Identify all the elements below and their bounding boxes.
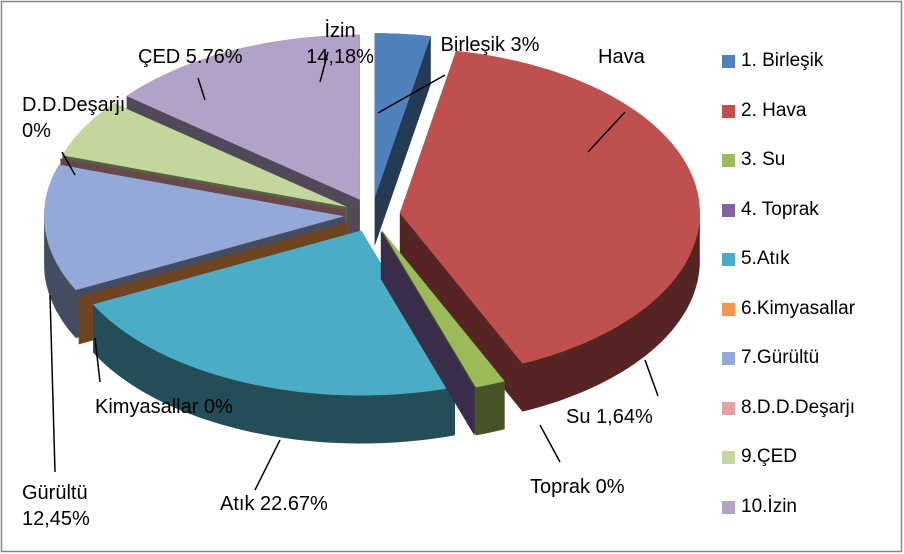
legend-label: 4. Toprak bbox=[741, 198, 819, 220]
legend-swatch bbox=[722, 154, 735, 167]
data-label: Atık 22.67% bbox=[220, 493, 328, 515]
legend-label: 3. Su bbox=[741, 149, 786, 170]
legend-label: 6.Kimyasallar bbox=[741, 297, 856, 319]
legend-label: 9.ÇED bbox=[741, 446, 797, 467]
data-label: Su 1,64% bbox=[566, 406, 653, 428]
slice bbox=[374, 33, 431, 199]
slice bbox=[60, 158, 346, 210]
slice-side bbox=[380, 231, 475, 436]
legend-swatch bbox=[722, 203, 735, 217]
slice bbox=[62, 103, 348, 207]
data-label: Birleşik 3% bbox=[440, 34, 540, 56]
slice bbox=[382, 230, 505, 388]
slice bbox=[399, 51, 700, 364]
data-label: D.D.Deşarjı 0% bbox=[22, 94, 126, 142]
slice bbox=[44, 164, 345, 291]
legend-label: 10.İzin bbox=[741, 495, 797, 517]
data-label: Gürültü 12,45% bbox=[22, 482, 90, 530]
data-label: Toprak 0% bbox=[530, 476, 625, 498]
slice bbox=[126, 34, 360, 200]
legend-label: 8.D.D.Deşarjı bbox=[741, 396, 856, 418]
legend-swatch bbox=[722, 451, 735, 464]
data-label: Hava bbox=[598, 46, 645, 68]
slice bbox=[78, 222, 347, 297]
slices bbox=[44, 33, 700, 444]
legend-swatch bbox=[722, 401, 735, 415]
slice bbox=[93, 230, 455, 396]
data-label: İzin 14,18% bbox=[306, 20, 374, 68]
legend-swatch bbox=[722, 55, 735, 68]
legend-swatch bbox=[722, 104, 735, 118]
legend-label: 2. Hava bbox=[741, 99, 807, 121]
legend-swatch bbox=[722, 352, 735, 365]
data-label: Kimyasallar 0% bbox=[95, 396, 233, 418]
legend-swatch bbox=[722, 253, 735, 266]
legend-label: 7.Gürültü bbox=[741, 347, 820, 368]
legend-swatch bbox=[722, 500, 735, 514]
data-label: ÇED 5.76% bbox=[138, 46, 243, 68]
leader-lines bbox=[49, 51, 659, 491]
legend-swatch bbox=[722, 302, 735, 316]
legend-label: 1. Birleşik bbox=[741, 50, 824, 71]
legend-label: 5.Atık bbox=[741, 248, 790, 269]
